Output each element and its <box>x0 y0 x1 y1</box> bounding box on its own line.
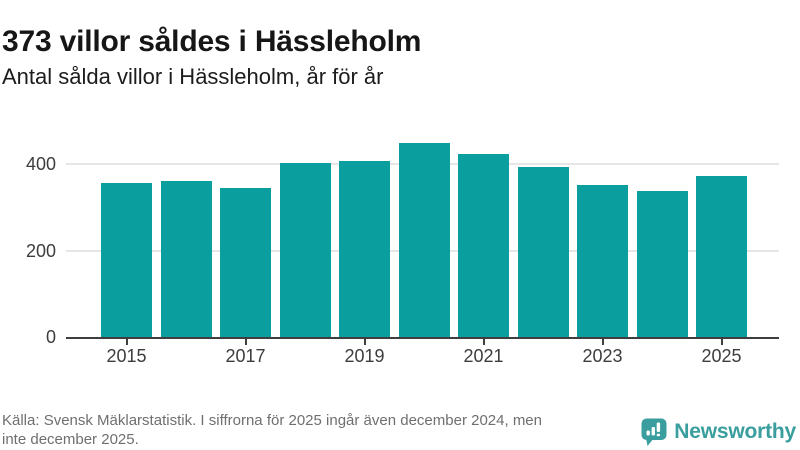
page-title: 373 villor såldes i Hässleholm <box>2 25 422 59</box>
newsworthy-logo-text: Newsworthy <box>674 420 796 443</box>
x-axis-tick-2019 <box>363 339 366 345</box>
y-axis-label-200: 200 <box>25 240 56 261</box>
bar-2022 <box>517 167 569 337</box>
source-note-line2: inte december 2025. <box>2 431 139 448</box>
bar-2016 <box>160 181 212 337</box>
x-axis-label-2017: 2017 <box>225 346 266 366</box>
x-axis-tick-2021 <box>482 339 485 345</box>
bar-2023 <box>577 185 628 337</box>
plot-area <box>66 121 779 339</box>
y-axis-label-0: 0 <box>45 327 56 347</box>
bar-2021 <box>458 153 509 337</box>
source-note-line1: Källa: Svensk Mäklarstatistik. I siffror… <box>2 412 542 429</box>
newsworthy-logo[interactable]: Newsworthy <box>641 417 796 447</box>
x-axis-tick-2017 <box>244 339 247 345</box>
bar-2025 <box>696 175 747 337</box>
x-axis-tick-2023 <box>601 339 604 345</box>
y-axis-label-400: 400 <box>25 154 56 175</box>
x-axis: 2015 2017 2019 2021 2023 2025 <box>66 339 779 371</box>
x-axis-tick-2025 <box>720 339 723 345</box>
x-axis-label-2021: 2021 <box>463 346 504 366</box>
x-axis-label-2019: 2019 <box>344 346 385 366</box>
y-axis: 0 200 400 <box>0 121 56 347</box>
bar-2015 <box>101 182 152 337</box>
x-axis-label-2025: 2025 <box>701 346 742 366</box>
bar-2018 <box>279 163 331 337</box>
source-note: Källa: Svensk Mäklarstatistik. I siffror… <box>2 411 632 449</box>
bar-2020 <box>398 143 450 337</box>
newsworthy-logo-icon <box>641 418 667 446</box>
bar-chart: 0 200 400 2015 2017 2019 2021 2023 2025 <box>0 121 779 371</box>
x-axis-label-2015: 2015 <box>106 346 147 366</box>
x-axis-label-2023: 2023 <box>582 346 623 366</box>
bar-2017 <box>220 187 271 337</box>
bar-2019 <box>339 161 390 337</box>
bar-2024 <box>636 190 688 337</box>
chart-subtitle: Antal sålda villor i Hässleholm, år för … <box>2 64 384 89</box>
x-axis-tick-2015 <box>125 339 128 345</box>
